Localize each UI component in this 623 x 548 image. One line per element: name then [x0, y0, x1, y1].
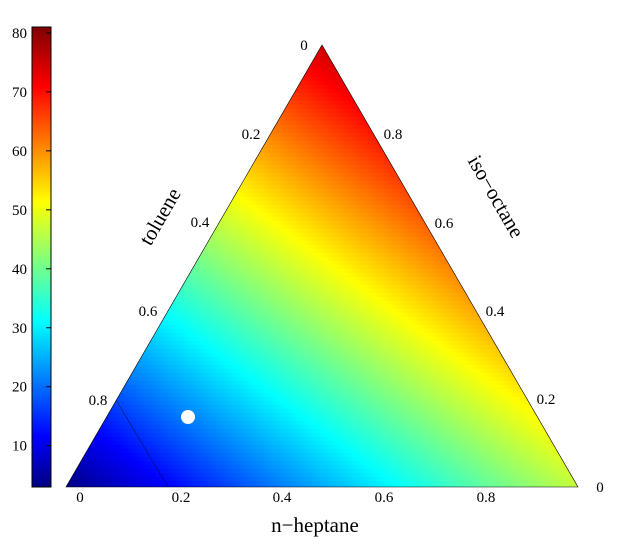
bottom-corner-label: 0	[596, 480, 604, 496]
right-axis-title: iso−octane	[463, 151, 529, 242]
colorbar-tick-label: 30	[12, 321, 27, 337]
bottom-tick-label: 0.8	[477, 490, 496, 506]
left-tick-label: 0.8	[89, 393, 108, 409]
bottom-tick-label: 0.2	[172, 490, 191, 506]
ternary-frame	[65, 44, 579, 488]
bottom-tick-label: 0.4	[273, 490, 292, 506]
bottom-axis: 0 0.2 0.4 0.6 0.8 0 n−heptane	[76, 480, 604, 537]
colorbar-tick-label: 40	[12, 262, 27, 278]
colorbar-tick-label: 70	[12, 85, 27, 101]
colorbar-tick-label: 50	[12, 203, 27, 219]
ternary-plot	[65, 44, 579, 488]
right-tick-label: 0.2	[537, 392, 556, 408]
right-tick-label: 0.8	[384, 127, 403, 143]
colorbar-ticks: 10 20 30 40 50 60 70 80	[12, 26, 51, 455]
bottom-axis-title: n−heptane	[271, 513, 359, 537]
contour-line	[115, 399, 169, 488]
sample-marker	[181, 410, 195, 424]
top-corner-label: 0	[300, 38, 308, 54]
bottom-tick-label: 0.6	[375, 490, 394, 506]
left-axis-title: toluene	[134, 184, 186, 250]
left-tick-label: 0.6	[139, 304, 158, 320]
colorbar-fill	[31, 26, 52, 488]
colorbar-tick-label: 20	[12, 380, 27, 396]
colorbar: 10 20 30 40 50 60 70 80	[12, 26, 52, 488]
colorbar-tick-label: 10	[12, 439, 27, 455]
colorbar-tick-label: 80	[12, 26, 27, 42]
colorbar-tick-label: 60	[12, 144, 27, 160]
right-tick-label: 0.6	[435, 216, 454, 232]
left-tick-label: 0.2	[242, 127, 261, 143]
left-tick-label: 0.4	[191, 215, 210, 231]
bottom-tick-label: 0	[76, 490, 84, 506]
ternary-heatmap	[66, 45, 578, 487]
right-tick-label: 0.4	[486, 304, 505, 320]
